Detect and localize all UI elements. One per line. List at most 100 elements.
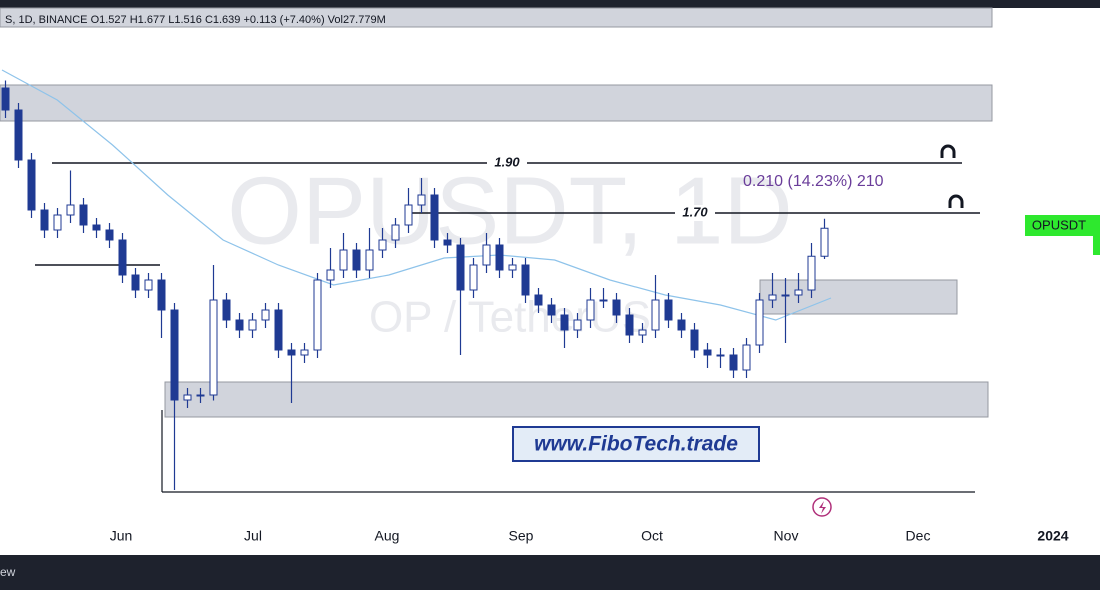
candle-body bbox=[677, 319, 686, 331]
x-tick-label: Oct bbox=[641, 528, 663, 544]
candle-body bbox=[443, 239, 452, 246]
footer: ew bbox=[0, 565, 16, 579]
candle-body bbox=[183, 394, 192, 401]
x-tick-label: Jul bbox=[244, 528, 262, 544]
alert-icon bbox=[819, 501, 826, 514]
candle-body bbox=[157, 279, 166, 311]
zone bbox=[759, 279, 958, 315]
candle-body bbox=[105, 229, 114, 241]
candle-body bbox=[352, 249, 361, 271]
candle-body bbox=[690, 329, 699, 351]
candle-body bbox=[313, 279, 322, 351]
candle-body bbox=[638, 329, 647, 336]
x-tick-label: Sep bbox=[509, 528, 534, 544]
candle-body bbox=[729, 354, 738, 371]
x-tick-label: Aug bbox=[375, 528, 400, 544]
candle-body bbox=[586, 299, 595, 321]
zone bbox=[0, 7, 993, 28]
bottom-bar bbox=[0, 555, 1100, 590]
level-label: 1.70 bbox=[682, 204, 708, 219]
candle-body bbox=[768, 294, 777, 301]
candle-body bbox=[79, 204, 88, 226]
candle-body bbox=[430, 194, 439, 241]
header: S, 1D, BINANCE O1.527 H1.677 L1.516 C1.6… bbox=[5, 14, 386, 26]
icon bbox=[948, 194, 964, 208]
candle-body bbox=[40, 209, 49, 231]
candle-body bbox=[703, 349, 712, 356]
candle-body bbox=[131, 274, 140, 291]
candle-body bbox=[521, 264, 530, 296]
watermark-sub: OP / TetherUS bbox=[369, 293, 651, 342]
candle-body bbox=[196, 394, 205, 397]
candle-body bbox=[339, 249, 348, 271]
x-tick-label: Jun bbox=[110, 528, 133, 544]
x-tick-label: Nov bbox=[774, 528, 799, 544]
candle-body bbox=[404, 204, 413, 226]
symbol-tag-bg bbox=[1025, 215, 1093, 236]
candle-body bbox=[248, 319, 257, 331]
candle-body bbox=[495, 244, 504, 271]
candle-body bbox=[716, 354, 725, 357]
candle-body bbox=[508, 264, 517, 271]
candle-body bbox=[287, 349, 296, 356]
candle-body bbox=[560, 314, 569, 331]
x-tick-label: 2024 bbox=[1037, 528, 1068, 544]
candle-body bbox=[391, 224, 400, 241]
x-tick-label: Dec bbox=[906, 528, 931, 544]
zone bbox=[0, 84, 993, 122]
magnet-icons bbox=[940, 144, 964, 208]
candle-body bbox=[755, 299, 764, 346]
candle-body bbox=[599, 299, 608, 302]
site-box bbox=[512, 426, 760, 462]
candle-body bbox=[820, 227, 829, 257]
level-label-bg bbox=[675, 205, 715, 221]
candle-body bbox=[781, 294, 790, 297]
candle-body bbox=[144, 279, 153, 291]
candle-body bbox=[742, 344, 751, 371]
zone bbox=[164, 381, 989, 418]
candle-body bbox=[14, 109, 23, 161]
top-bar bbox=[0, 0, 1100, 8]
price-bar bbox=[1093, 215, 1100, 255]
candle-body bbox=[66, 204, 75, 216]
candle-body bbox=[365, 249, 374, 271]
candle-body bbox=[547, 304, 556, 316]
candle-body bbox=[573, 319, 582, 331]
candle-body bbox=[469, 264, 478, 291]
candle-body bbox=[664, 299, 673, 321]
measure-label: 0.210 (14.23%) 210 bbox=[743, 173, 884, 190]
candle-body bbox=[222, 299, 231, 321]
level-label: 1.90 bbox=[494, 154, 520, 169]
candle-body bbox=[807, 255, 816, 291]
moving-average bbox=[1, 69, 832, 321]
candle-body bbox=[456, 244, 465, 291]
candle-body bbox=[378, 239, 387, 251]
icon bbox=[940, 144, 956, 158]
level-label-bg bbox=[487, 155, 527, 171]
plot: 1.90 1.70 bbox=[1, 69, 980, 490]
candle-body bbox=[625, 314, 634, 336]
candle-body bbox=[1, 87, 10, 111]
candle-body bbox=[274, 309, 283, 351]
candle-body bbox=[118, 239, 127, 276]
candle-body bbox=[612, 299, 621, 316]
candle-body bbox=[53, 214, 62, 231]
candle-body bbox=[170, 309, 179, 401]
candle-body bbox=[651, 299, 660, 331]
alert-icon bbox=[812, 497, 832, 517]
candle-body bbox=[794, 289, 803, 296]
candle-body bbox=[27, 159, 36, 211]
candle-body bbox=[534, 294, 543, 306]
candle-body bbox=[300, 349, 309, 356]
candle-body bbox=[482, 244, 491, 266]
zones bbox=[0, 7, 993, 418]
symbol-tag: OPUSDT bbox=[1032, 217, 1086, 232]
candle-body bbox=[235, 319, 244, 331]
candle-body bbox=[92, 224, 101, 231]
candle-body bbox=[417, 194, 426, 206]
candle-body bbox=[326, 269, 335, 281]
site-label: www.FiboTech.trade bbox=[534, 433, 738, 456]
candle-body bbox=[261, 309, 270, 321]
candle-body bbox=[209, 299, 218, 396]
